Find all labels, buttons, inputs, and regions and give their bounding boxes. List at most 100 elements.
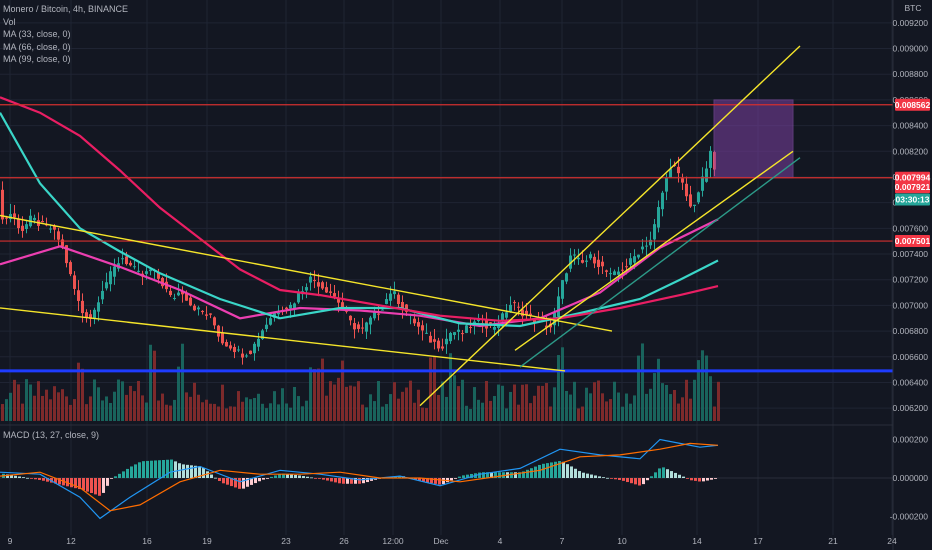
trend-line-1 [0,214,613,332]
macd-histogram-bar [666,469,669,478]
candles [1,146,716,365]
volume-bar [565,390,568,421]
volume-bar [373,401,376,421]
time-tick-label: 26 [339,536,349,546]
macd-histogram-bar [86,478,89,492]
candle [69,262,72,275]
candle [333,293,336,297]
volume-bar [485,380,488,421]
volume-bar [25,379,28,421]
volume-bar [237,391,240,421]
candle [441,346,444,349]
candle [149,269,152,272]
volume-bar [625,393,628,421]
candle [401,301,404,310]
candle [73,275,76,289]
volume-bar [269,403,272,421]
volume-bar [501,385,504,421]
candle [581,260,584,263]
macd-histogram-bar [710,478,713,480]
candle [381,309,384,311]
volume-bar [137,380,140,421]
volume-bar [685,379,688,421]
volume-bar [481,402,484,421]
candle [457,329,460,332]
macd-histogram-bar [634,478,637,485]
ma99-label[interactable]: MA (99, close, 0) [3,54,71,64]
volume-bar [377,381,380,421]
volume-bar [633,395,636,421]
candle [589,254,592,259]
volume-bar [61,389,64,421]
macd-histogram-bar [694,478,697,481]
volume-bar [341,360,344,421]
macd-histogram-bar [606,477,609,479]
candle [641,246,644,250]
candle [325,287,328,293]
macd-histogram-bar [430,478,433,484]
candle [493,326,496,330]
macd-label[interactable]: MACD (13, 27, close, 9) [3,430,100,440]
volume-bar [669,394,672,421]
volume-bar [345,386,348,421]
candle [289,304,292,309]
macd-histogram-bar [538,464,541,478]
volume-bar [521,384,524,421]
macd-histogram-bar [426,478,429,483]
macd-histogram-bar [94,478,97,495]
candle [621,269,624,271]
candle [53,225,56,230]
macd-histogram-bar [614,478,617,480]
macd-histogram-bar [686,478,689,479]
candle [297,293,300,303]
volume-bar [245,397,248,421]
candle [385,299,388,304]
volume-bar [661,383,664,421]
candle [577,257,580,260]
candle [293,303,296,309]
volume-bar [697,360,700,421]
volume-bar [597,380,600,421]
candle [129,262,132,266]
macd-histogram-bar [702,478,705,482]
macd-histogram-bar [158,460,161,478]
candle [657,207,660,228]
symbol-title[interactable]: Monero / Bitcoin, 4h, BINANCE [3,4,129,14]
candle [89,314,92,319]
volume-bar [505,408,508,421]
macd-histogram-bar [622,478,625,481]
macd-histogram-bar [522,471,525,478]
trend-line-2 [0,307,566,372]
candle [373,311,376,319]
macd-histogram-bar [338,478,341,484]
ma66-label[interactable]: MA (66, close, 0) [3,41,71,52]
candle [217,325,220,337]
time-tick-label: 9 [8,536,13,546]
macd-histogram-bar [10,475,13,478]
volume-bar [141,395,144,421]
macd-histogram-bar [150,460,153,478]
ma33-label[interactable]: MA (33, close, 0) [3,29,71,39]
macd-pane [0,438,893,520]
macd-histogram-bar [542,463,545,478]
macd-histogram-bar [326,478,329,481]
volume-bar [509,391,512,421]
candle [397,294,400,305]
candle [421,325,424,331]
macd-histogram-bar [370,478,373,481]
volume-label[interactable]: Vol [3,16,16,27]
macd-histogram-bar [478,472,481,478]
volume-bar [361,404,364,421]
macd-histogram-bar [226,478,229,485]
price-tag-label: 0.007501 [895,236,931,246]
candle [413,318,416,324]
volume-bar [425,408,428,421]
macd-histogram-bar [510,472,513,478]
candle [205,314,208,316]
macd-histogram-bar [518,472,521,478]
macd-histogram-bar [626,478,629,483]
volume-bar [657,358,660,421]
macd-histogram-bar [650,476,653,478]
